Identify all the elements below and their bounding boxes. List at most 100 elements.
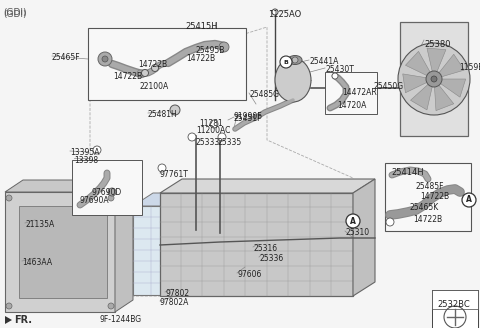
Text: 25485G: 25485G (249, 90, 279, 99)
Text: 9F-1244BG: 9F-1244BG (99, 315, 141, 324)
Bar (72, 160, 142, 215)
Text: 25451P: 25451P (234, 114, 263, 123)
Circle shape (152, 65, 158, 72)
Polygon shape (438, 79, 466, 97)
Circle shape (332, 73, 338, 79)
Polygon shape (160, 179, 375, 193)
Text: 25414H: 25414H (391, 168, 424, 177)
Circle shape (158, 164, 166, 172)
Text: 97606: 97606 (237, 270, 262, 279)
Text: 97802A: 97802A (160, 298, 190, 307)
Text: 1125AO: 1125AO (268, 10, 301, 19)
Bar (432, 290, 478, 309)
Text: 97690D: 97690D (92, 188, 122, 197)
Bar (325, 72, 377, 114)
Circle shape (108, 188, 116, 196)
Circle shape (188, 133, 196, 141)
Text: 11200AC: 11200AC (196, 126, 230, 135)
Ellipse shape (288, 55, 302, 65)
Circle shape (431, 76, 437, 82)
Text: 14722B: 14722B (420, 192, 449, 201)
Text: 25335: 25335 (218, 138, 242, 147)
Text: 25336: 25336 (259, 254, 283, 263)
Polygon shape (19, 206, 107, 298)
Polygon shape (160, 193, 353, 296)
Text: (GDI): (GDI) (3, 8, 26, 17)
Text: 25485F: 25485F (416, 182, 444, 191)
Text: A: A (350, 216, 356, 226)
Polygon shape (427, 48, 446, 74)
Text: 25430T: 25430T (325, 65, 354, 74)
Circle shape (272, 9, 278, 15)
Polygon shape (437, 54, 464, 78)
Text: 2532BC: 2532BC (437, 300, 470, 309)
Text: 1159EY: 1159EY (459, 63, 480, 72)
Text: 11281: 11281 (199, 119, 223, 128)
Text: 25465F: 25465F (52, 53, 81, 62)
Circle shape (398, 43, 470, 115)
Polygon shape (208, 193, 228, 295)
Circle shape (219, 42, 229, 52)
Polygon shape (403, 74, 430, 93)
Circle shape (462, 193, 476, 207)
Text: 14722B: 14722B (113, 72, 142, 81)
Polygon shape (133, 193, 228, 206)
Text: 91990F: 91990F (234, 112, 263, 121)
Circle shape (386, 218, 394, 226)
Text: 25450G: 25450G (373, 82, 403, 91)
Circle shape (102, 56, 108, 62)
Circle shape (93, 146, 101, 154)
Text: B: B (284, 59, 288, 65)
Polygon shape (5, 192, 115, 312)
Text: 25415H: 25415H (185, 22, 217, 31)
Circle shape (210, 120, 218, 128)
Circle shape (170, 105, 180, 115)
Polygon shape (410, 82, 433, 110)
Polygon shape (5, 316, 12, 324)
Circle shape (108, 195, 114, 201)
Polygon shape (115, 180, 133, 312)
Text: 25481H: 25481H (148, 110, 178, 119)
Text: 14722B: 14722B (413, 215, 442, 224)
Text: (GDI): (GDI) (3, 10, 26, 19)
Text: 97802: 97802 (165, 289, 189, 298)
Text: 22100A: 22100A (140, 82, 169, 91)
Text: 13398: 13398 (74, 156, 98, 165)
Circle shape (98, 52, 112, 66)
Polygon shape (400, 22, 468, 136)
Text: 14722B: 14722B (138, 60, 167, 69)
Circle shape (6, 195, 12, 201)
Text: 97690A: 97690A (80, 196, 109, 205)
Text: 14722B: 14722B (186, 54, 215, 63)
Polygon shape (353, 179, 375, 296)
Text: 25380: 25380 (424, 40, 451, 49)
Text: 25310: 25310 (345, 228, 369, 237)
Polygon shape (406, 51, 432, 77)
Text: 25465K: 25465K (410, 203, 439, 212)
Text: 13395A: 13395A (70, 148, 99, 157)
Bar (432, 290, 478, 328)
Circle shape (346, 214, 360, 228)
Circle shape (142, 70, 148, 76)
Ellipse shape (275, 58, 311, 102)
Text: 14720A: 14720A (337, 101, 366, 110)
Bar (385, 163, 471, 231)
Circle shape (6, 303, 12, 309)
Circle shape (280, 56, 292, 68)
Circle shape (108, 303, 114, 309)
Text: A: A (466, 195, 472, 204)
Text: 21135A: 21135A (25, 220, 54, 229)
Text: 25495B: 25495B (195, 46, 224, 55)
Text: FR.: FR. (14, 315, 32, 325)
Text: 25316: 25316 (253, 244, 277, 253)
Text: 97761T: 97761T (160, 170, 189, 179)
Polygon shape (5, 180, 133, 192)
Text: 25333: 25333 (195, 138, 219, 147)
Text: 1463AA: 1463AA (22, 258, 52, 267)
Polygon shape (434, 83, 454, 111)
Text: 14472AR: 14472AR (342, 88, 377, 97)
Polygon shape (133, 206, 208, 295)
Circle shape (292, 57, 298, 63)
Circle shape (218, 133, 226, 141)
Text: 25441A: 25441A (309, 57, 338, 66)
